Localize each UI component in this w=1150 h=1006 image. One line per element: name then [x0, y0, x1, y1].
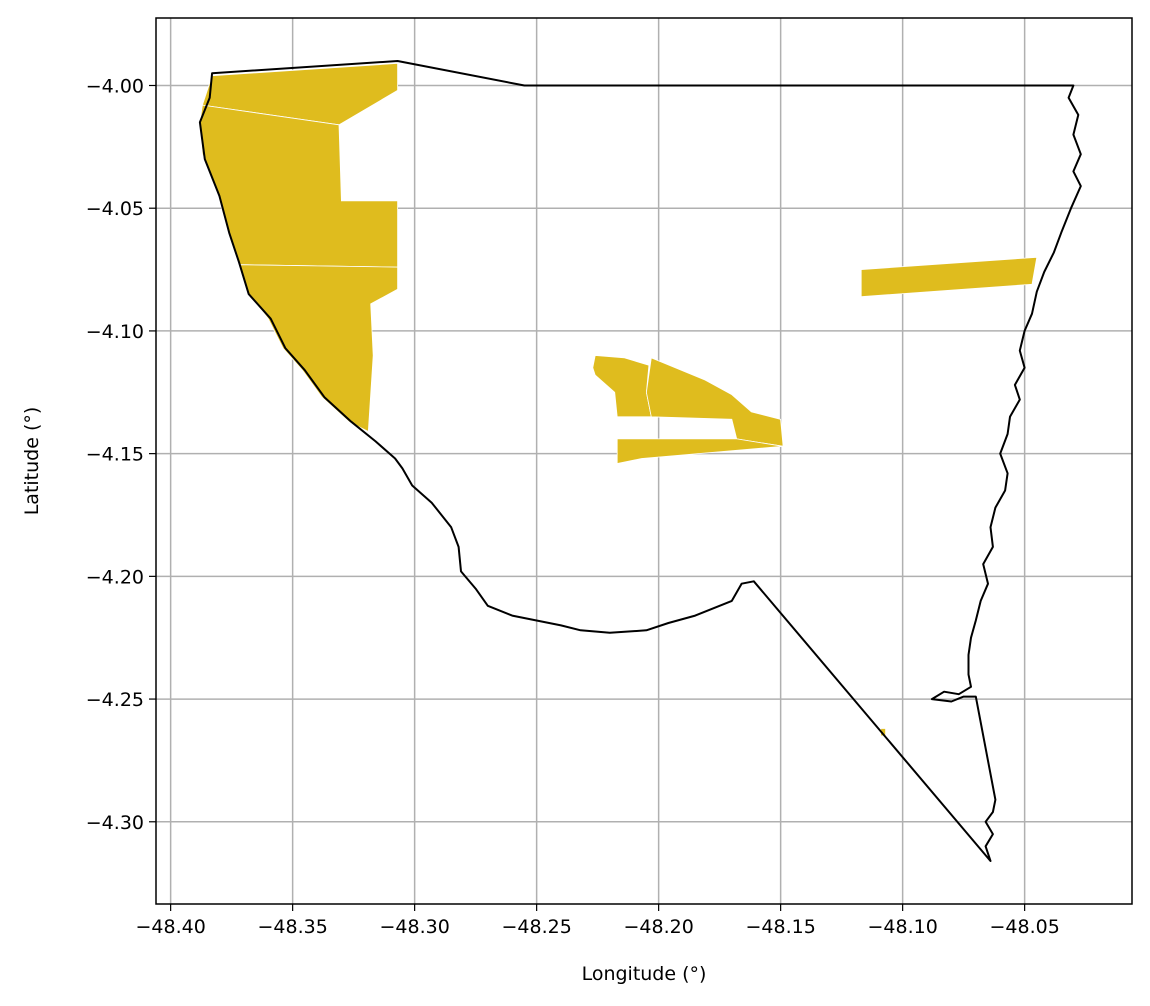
x-axis-ticks: −48.40 −48.35 −48.30 −48.25 −48.20 −48.15 −48.… [135, 904, 1060, 938]
x-tick-label: −48.30 [379, 916, 449, 938]
west-top-parcel [201, 62, 399, 126]
x-axis-title: Longitude (°) [582, 963, 707, 985]
x-tick-label: −48.25 [501, 916, 571, 938]
west-lower-parcel [238, 264, 399, 433]
filled-regions [199, 62, 1038, 737]
municipality-boundary [198, 60, 1082, 862]
central-east-parcel [645, 357, 784, 447]
y-axis-title: Latitude (°) [21, 407, 43, 516]
x-tick-label: −48.05 [989, 916, 1059, 938]
east-strip-parcel [860, 256, 1038, 298]
x-tick-label: −48.35 [257, 916, 327, 938]
y-tick-label: −4.15 [86, 444, 144, 466]
x-tick-label: −48.40 [135, 916, 205, 938]
y-tick-label: −4.25 [86, 689, 144, 711]
y-tick-label: −4.30 [86, 812, 144, 834]
y-tick-label: −4.00 [86, 75, 144, 97]
boundary-outline [198, 60, 1082, 862]
x-tick-label: −48.20 [623, 916, 693, 938]
y-axis-ticks: −4.00 −4.05 −4.10 −4.15 −4.20 −4.25 −4.30 [86, 75, 156, 834]
y-tick-label: −4.05 [86, 198, 144, 220]
y-tick-label: −4.10 [86, 321, 144, 343]
x-tick-label: −48.10 [867, 916, 937, 938]
west-middle-parcel [199, 104, 399, 268]
central-south-parcel [616, 438, 784, 464]
central-west-parcel [592, 355, 652, 418]
x-tick-label: −48.15 [745, 916, 815, 938]
plot-frame [155, 17, 1133, 905]
y-tick-label: −4.20 [86, 566, 144, 588]
